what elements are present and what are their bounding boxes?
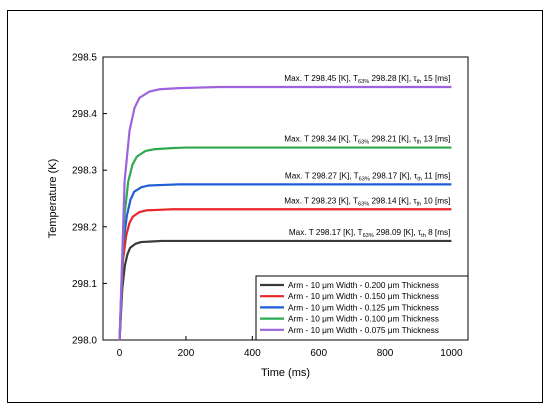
legend: Arm - 10 μm Width - 0.200 μm ThicknessAr… bbox=[255, 275, 469, 341]
y-axis-label: Temperature (K) bbox=[47, 159, 59, 238]
x-tick-label: 800 bbox=[377, 348, 394, 359]
annotation-1: Max. T 298.23 [K], T63% 298.14 [K], τth … bbox=[284, 196, 450, 207]
series-line-4 bbox=[118, 85, 452, 341]
annotation-3: Max. T 298.34 [K], T63% 298.21 [K], τth … bbox=[284, 135, 450, 146]
series-lines bbox=[118, 85, 452, 341]
figure-frame bbox=[7, 10, 543, 403]
legend-label-4: Arm - 10 μm Width - 0.075 μm Thickness bbox=[288, 325, 439, 335]
y-tick-label: 298.4 bbox=[72, 109, 97, 120]
x-tick-label: 0 bbox=[117, 348, 123, 359]
annotation-4: Max. T 298.45 [K], T63% 298.28 [K], τth … bbox=[284, 74, 450, 85]
x-tick-label: 600 bbox=[310, 348, 327, 359]
series-line-0 bbox=[118, 239, 452, 341]
y-axis: 298.0 298.1 298.2 298.3 298.4 298.5 bbox=[72, 53, 107, 347]
annotation-0: Max. T 298.17 [K], T63% 298.09 [K], τth … bbox=[289, 228, 451, 239]
x-axis-label: Time (ms) bbox=[261, 367, 310, 379]
y-tick-label: 298.2 bbox=[72, 222, 97, 233]
x-tick-label: 400 bbox=[244, 348, 261, 359]
legend-label-1: Arm - 10 μm Width - 0.150 μm Thickness bbox=[288, 291, 439, 301]
series-line-2 bbox=[118, 183, 452, 341]
series-line-3 bbox=[118, 146, 452, 341]
legend-label-3: Arm - 10 μm Width - 0.100 μm Thickness bbox=[288, 314, 439, 324]
y-tick-label: 298.3 bbox=[72, 166, 97, 177]
x-tick-label: 200 bbox=[178, 348, 195, 359]
legend-label-2: Arm - 10 μm Width - 0.125 μm Thickness bbox=[288, 302, 439, 312]
x-tick-label: 1000 bbox=[440, 348, 463, 359]
legend-label-0: Arm - 10 μm Width - 0.200 μm Thickness bbox=[288, 280, 439, 290]
y-tick-label: 298.0 bbox=[72, 336, 97, 347]
legend-box bbox=[255, 275, 469, 341]
y-tick-label: 298.5 bbox=[72, 53, 97, 64]
annotations: Max. T 298.17 [K], T63% 298.09 [K], τth … bbox=[284, 74, 450, 239]
series-line-1 bbox=[118, 208, 452, 341]
annotation-2: Max. T 298.27 [K], T63% 298.17 [K], τth … bbox=[285, 171, 451, 182]
y-tick-label: 298.1 bbox=[72, 279, 97, 290]
